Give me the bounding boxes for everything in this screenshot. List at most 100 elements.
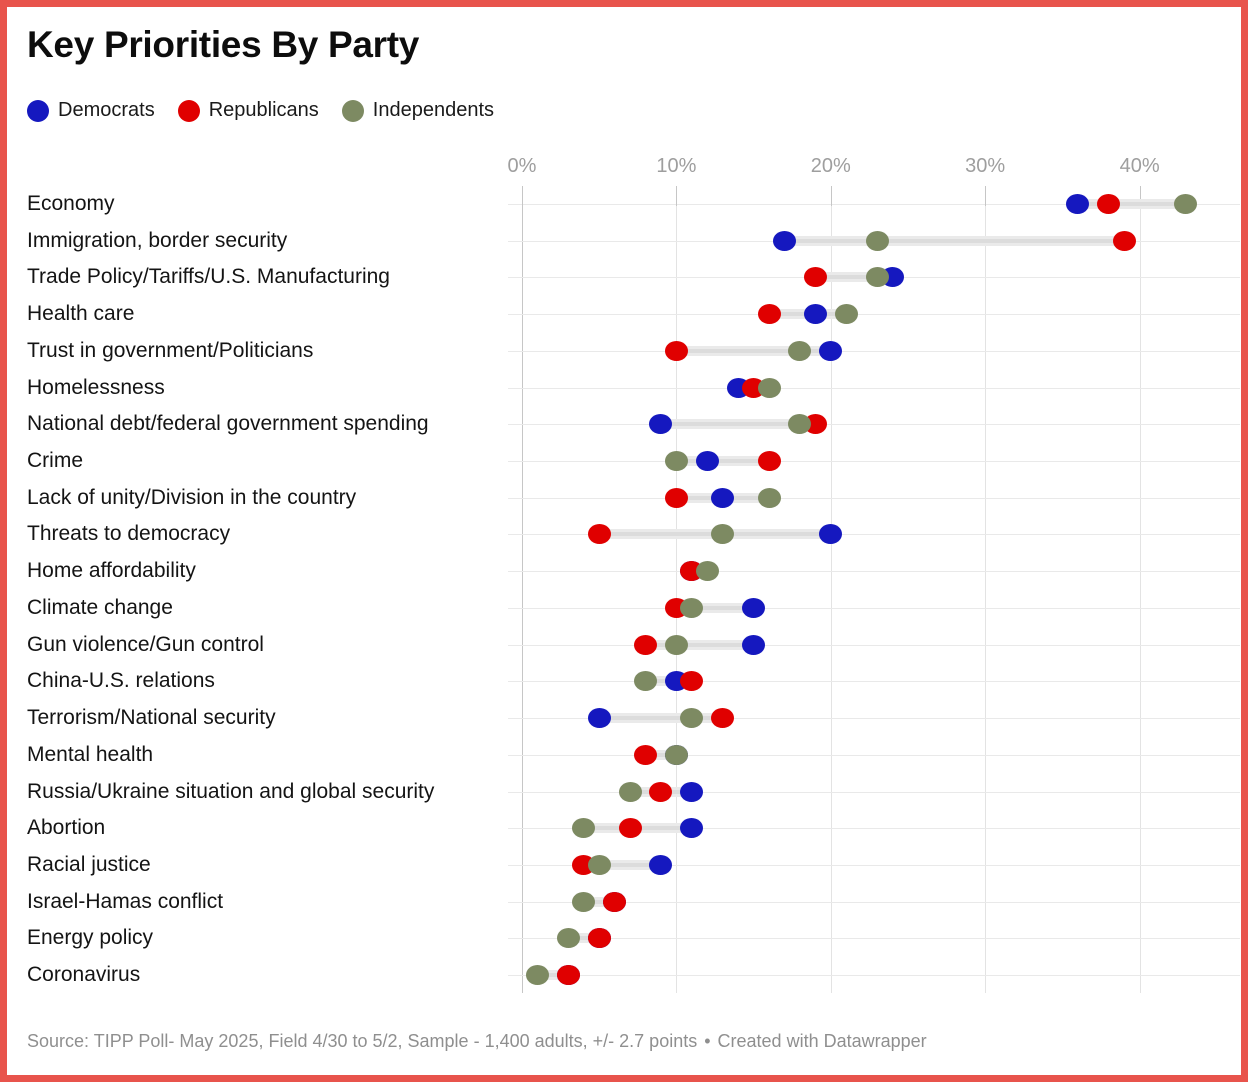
dot-republicans — [803, 267, 827, 288]
page-title: Key Priorities By Party — [27, 24, 420, 65]
category-label: Economy — [27, 192, 115, 215]
dot-republicans — [603, 891, 627, 912]
axis-tick — [1139, 186, 1141, 206]
dot-republicans — [649, 781, 673, 802]
dot-republicans — [618, 818, 642, 839]
range-bar-core — [585, 862, 659, 867]
dot-independents — [834, 304, 858, 325]
x-tick-label: 0% — [507, 155, 537, 177]
legend-label: Independents — [372, 99, 495, 121]
category-label: Coronavirus — [27, 963, 141, 987]
dot-democrats — [742, 597, 766, 618]
category-label: Trust in government/Politicians — [27, 338, 314, 362]
dot-independents — [788, 414, 812, 435]
footer-source: Source: TIPP Poll- May 2025, Field 4/30 … — [27, 1031, 698, 1051]
dot-independents — [618, 781, 642, 802]
category-label: Health care — [27, 302, 135, 326]
category-label: Trade Policy/Tariffs/U.S. Manufacturing — [27, 265, 390, 289]
dot-independents — [680, 597, 704, 618]
dot-democrats — [680, 818, 704, 839]
grid-line-y — [508, 828, 1240, 830]
grid-line-y — [508, 901, 1240, 903]
dot-independents — [664, 744, 688, 765]
range-bar-core — [662, 422, 814, 427]
grid-line-y — [508, 975, 1240, 977]
dot-republicans — [680, 671, 704, 692]
dot-republicans — [1097, 194, 1121, 214]
category-label: Lack of unity/Division in the country — [27, 485, 357, 509]
category-label: Crime — [27, 449, 83, 473]
dot-republicans — [634, 634, 658, 655]
grid-line-y — [508, 938, 1240, 940]
grid-line-x — [830, 186, 832, 993]
grid-line-y — [508, 607, 1240, 609]
datawrapper-credit[interactable]: Created with Datawrapper — [717, 1031, 927, 1051]
dot-republicans — [634, 744, 658, 765]
grid-line-y — [508, 424, 1240, 426]
republicans-dot-icon — [177, 99, 200, 122]
grid-line-x — [985, 186, 987, 993]
dot-independents — [865, 267, 889, 288]
dot-republicans — [757, 451, 781, 472]
category-label: Racial justice — [27, 852, 151, 876]
dot-independents — [695, 561, 719, 582]
grid-line-y — [508, 864, 1240, 866]
dot-independents — [711, 524, 735, 545]
dot-independents — [572, 891, 596, 912]
dot-democrats — [819, 524, 843, 545]
legend-label: Republicans — [208, 99, 319, 121]
range-bar-core — [786, 238, 1123, 243]
dot-independents — [1174, 194, 1198, 214]
axis-tick — [985, 186, 987, 206]
dot-independents — [572, 818, 596, 839]
range-bar-core — [585, 899, 613, 904]
independents-dot-icon — [341, 99, 364, 122]
category-label: Climate change — [27, 595, 173, 619]
x-tick-label: 40% — [1119, 155, 1160, 177]
grid-line-y — [508, 497, 1240, 499]
category-label: Israel-Hamas conflict — [27, 889, 224, 913]
dot-republicans — [1112, 230, 1136, 251]
dot-independents — [525, 965, 549, 986]
grid-line-y — [508, 387, 1240, 389]
grid-line-y — [508, 350, 1240, 352]
dot-democrats — [772, 230, 796, 251]
dot-republicans — [664, 487, 688, 508]
dot-independents — [680, 708, 704, 729]
x-tick-label: 30% — [965, 155, 1006, 177]
grid-line-y — [508, 461, 1240, 463]
dot-democrats — [1066, 194, 1090, 214]
category-label: Mental health — [27, 742, 154, 766]
grid-line-y — [508, 791, 1240, 793]
dot-independents — [757, 377, 781, 398]
dot-independents — [788, 340, 812, 361]
grid-line-y — [508, 681, 1240, 683]
dot-independents — [664, 451, 688, 472]
grid-line-x — [676, 186, 678, 993]
dot-democrats — [649, 854, 673, 875]
grid-line-y — [508, 718, 1240, 720]
range-bar-core — [678, 459, 768, 464]
category-label: Gun violence/Gun control — [27, 632, 264, 656]
dot-independents — [664, 634, 688, 655]
grid-line-x — [1139, 186, 1141, 993]
dot-democrats — [680, 781, 704, 802]
category-label: Home affordability — [27, 559, 196, 583]
category-label: Threats to democracy — [27, 522, 231, 546]
range-bar-core — [1079, 202, 1184, 206]
dot-democrats — [711, 487, 735, 508]
grid-line-y — [508, 534, 1240, 536]
democrats-dot-icon — [27, 99, 49, 122]
range-bar-core — [601, 716, 721, 721]
category-label: Abortion — [27, 816, 106, 840]
grid-line-x — [522, 186, 523, 993]
legend-item-democrats: Democrats — [27, 99, 155, 122]
grid-line-y — [508, 204, 1240, 205]
category-label: Russia/Ukraine situation and global secu… — [27, 779, 435, 803]
category-label: Immigration, border security — [27, 228, 288, 252]
category-label: China-U.S. relations — [27, 669, 215, 693]
grid-line-y — [508, 314, 1240, 316]
dot-democrats — [819, 340, 843, 361]
axis-tick — [522, 186, 523, 206]
dot-independents — [757, 487, 781, 508]
